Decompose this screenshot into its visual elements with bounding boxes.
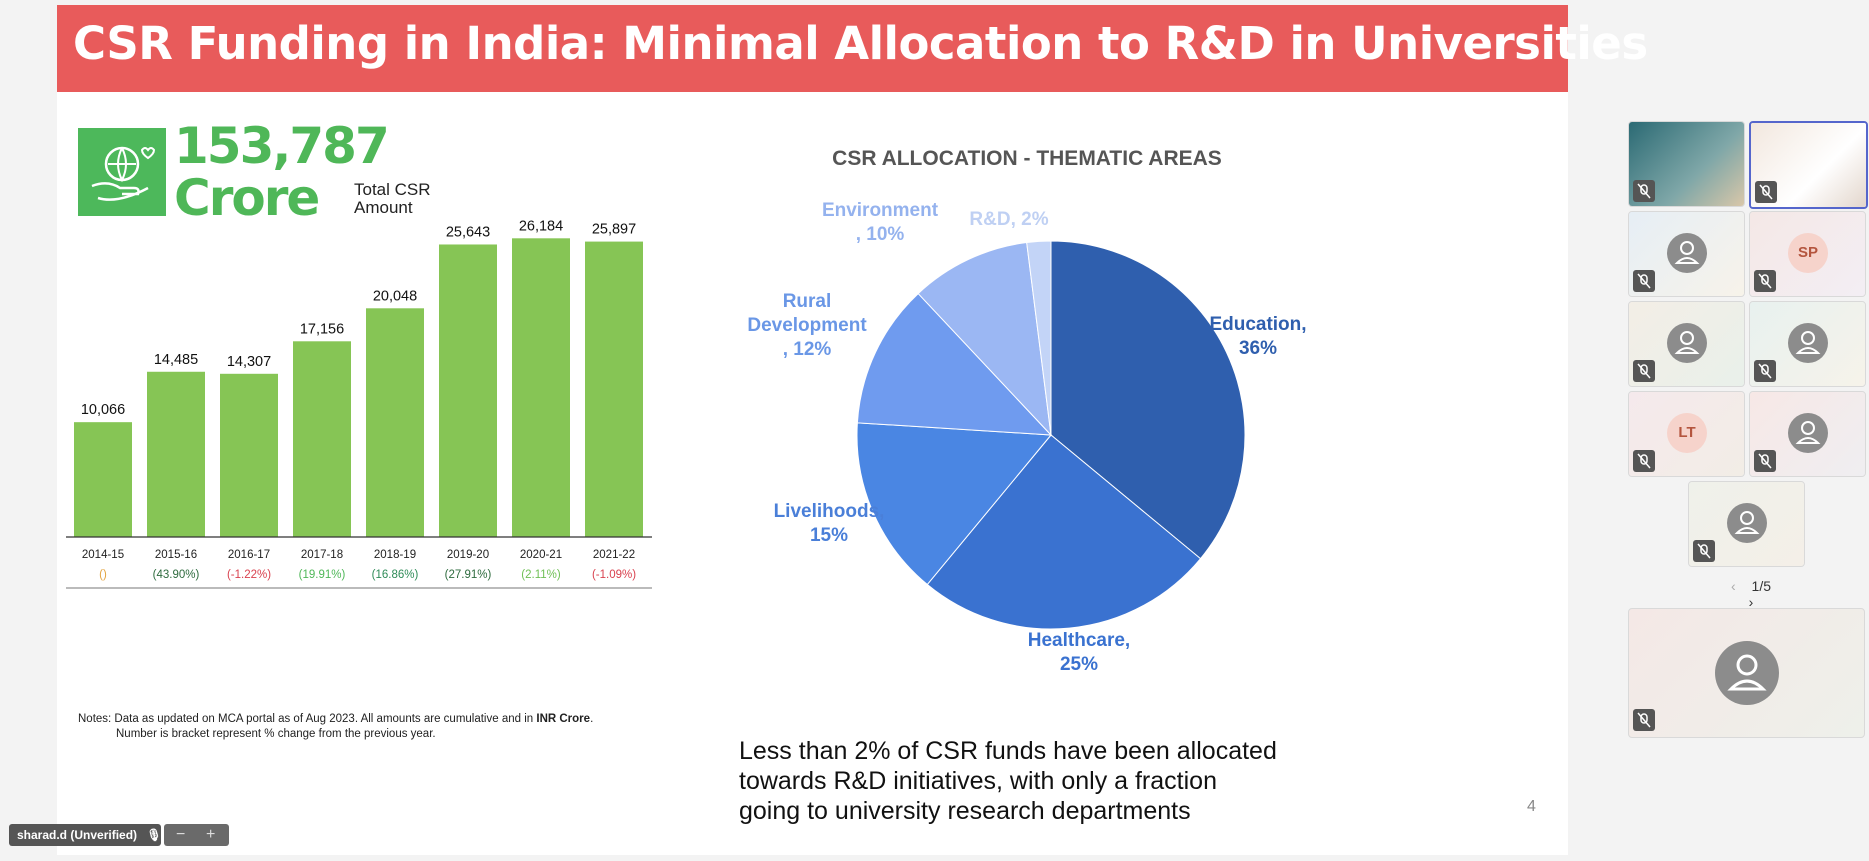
muted-mic-icon: [1633, 270, 1655, 292]
x-tick-label: 2018-19: [374, 549, 416, 561]
self-name: sharad.d (Unverified): [17, 828, 138, 842]
x-tick-label: 2019-20: [447, 549, 489, 561]
bar-2019-20: [439, 244, 497, 537]
zoom-control: − +: [164, 824, 229, 846]
bar-chart: 10,066 2014-15 () 14,485 2015-16 (43.90%) 14,3…: [66, 218, 652, 589]
avatar-initials: SP: [1788, 233, 1828, 273]
participant-tile[interactable]: LT: [1628, 391, 1745, 477]
notes-period: .: [590, 713, 594, 725]
participant-tile[interactable]: [1749, 121, 1868, 209]
pct-change-label: (-1.22%): [227, 569, 271, 581]
avatar-icon: [1727, 503, 1767, 543]
slide-caption: Less than 2% of CSR funds have been allo…: [739, 737, 1277, 825]
pie-slice-label: Rural Development, 12%: [747, 291, 867, 360]
bar-2016-17: [220, 373, 278, 537]
pct-change-label: (): [99, 569, 107, 581]
avatar-initials: LT: [1667, 413, 1707, 453]
pie-slice: [917, 241, 1052, 437]
pct-change-label: (43.90%): [153, 569, 200, 581]
pie-title: CSR ALLOCATION - THEMATIC AREAS: [832, 147, 1222, 170]
pct-change-label: (27.91%): [445, 569, 492, 581]
pie-chart: CSR ALLOCATION - THEMATIC AREAS Education…: [747, 147, 1306, 675]
bar-value-label: 14,485: [154, 352, 198, 368]
muted-mic-icon: 🎙: [146, 828, 162, 842]
page-number: 4: [1527, 798, 1536, 815]
pie-slice-label: Environment, 10%: [822, 200, 939, 245]
participant-tile[interactable]: [1628, 121, 1745, 207]
muted-mic-icon: [1755, 181, 1777, 203]
participant-tile[interactable]: [1688, 481, 1805, 567]
participant-pager: ‹ 1/5 ›: [1715, 578, 1787, 610]
pct-change-label: (-1.09%): [592, 569, 636, 581]
avatar-icon: [1788, 413, 1828, 453]
bar-2021-22: [585, 241, 643, 537]
avatar-icon: [1788, 323, 1828, 363]
participant-tile[interactable]: [1749, 301, 1866, 387]
muted-mic-icon: [1754, 270, 1776, 292]
pie-slice: [1026, 240, 1052, 436]
bar-value-label: 10,066: [81, 402, 125, 418]
participant-tile[interactable]: [1749, 391, 1866, 477]
bar-2015-16: [147, 371, 205, 537]
csr-hand-globe-icon: [78, 128, 166, 216]
bar-2018-19: [366, 308, 424, 537]
avatar-icon: [1715, 641, 1779, 705]
x-tick-label: 2014-15: [82, 549, 124, 561]
bar-2017-18: [293, 341, 351, 537]
bar-2014-15: [74, 422, 132, 537]
bar-2020-21: [512, 238, 570, 537]
pct-change-label: (19.91%): [299, 569, 346, 581]
total-csr-label: Total CSR Amount: [354, 180, 431, 217]
participant-tile[interactable]: SP: [1749, 211, 1866, 297]
pie-slice: [856, 422, 1053, 586]
next-page-button[interactable]: ›: [1748, 594, 1754, 610]
muted-mic-icon: [1693, 540, 1715, 562]
muted-mic-icon: [1633, 180, 1655, 202]
prev-page-button[interactable]: ‹: [1730, 578, 1736, 594]
muted-mic-icon: [1754, 360, 1776, 382]
bar-value-label: 20,048: [373, 288, 417, 304]
slide-title: CSR Funding in India: Minimal Allocation…: [73, 17, 1648, 70]
x-tick-label: 2015-16: [155, 549, 197, 561]
self-name-tag: sharad.d (Unverified) 🎙: [9, 824, 162, 846]
avatar-icon: [1667, 323, 1707, 363]
x-tick-label: 2020-21: [520, 549, 562, 561]
bar-value-label: 26,184: [519, 218, 563, 234]
notes-text: Notes: Data as updated on MCA portal as …: [78, 713, 537, 725]
bar-value-label: 25,643: [446, 224, 490, 240]
avatar-icon: [1667, 233, 1707, 273]
pct-change-label: (2.11%): [521, 569, 561, 581]
muted-mic-icon: [1633, 360, 1655, 382]
bar-value-label: 17,156: [300, 321, 344, 337]
pie-slice: [856, 292, 1053, 436]
presentation-slide: CSR Funding in India: Minimal Allocation…: [57, 5, 1648, 855]
self-view-tile[interactable]: [1628, 608, 1865, 738]
bar-value-label: 14,307: [227, 354, 271, 370]
chart-notes: Notes: Data as updated on MCA portal as …: [78, 712, 593, 742]
x-tick-label: 2016-17: [228, 549, 270, 561]
notes-unit: INR Crore: [536, 713, 591, 725]
total-csr-unit: Crore: [174, 169, 320, 227]
participant-tile[interactable]: [1628, 301, 1745, 387]
pie-slice-label: Education, 36%: [1209, 314, 1306, 359]
pie-slice: [1050, 240, 1246, 560]
x-tick-label: 2017-18: [301, 549, 343, 561]
title-bar: CSR Funding in India: Minimal Allocation…: [57, 5, 1648, 92]
pie-slice-label: Healthcare, 25%: [1028, 630, 1130, 675]
pie-slice: [926, 434, 1202, 630]
zoom-out-button[interactable]: −: [176, 826, 186, 843]
pct-change-label: (16.86%): [372, 569, 419, 581]
muted-mic-icon: [1754, 450, 1776, 472]
total-csr-number: 153,787: [174, 117, 390, 175]
participant-tile[interactable]: [1628, 211, 1745, 297]
muted-mic-icon: [1633, 709, 1655, 731]
muted-mic-icon: [1633, 450, 1655, 472]
pie-slice-label: R&D, 2%: [969, 209, 1048, 230]
x-tick-label: 2021-22: [593, 549, 635, 561]
notes-line-2: Number is bracket represent % change fro…: [116, 728, 436, 740]
page-indicator: 1/5: [1751, 578, 1772, 594]
zoom-in-button[interactable]: +: [206, 826, 216, 843]
bar-value-label: 25,897: [592, 222, 636, 238]
pie-slice-label: Livelihoods, 15%: [774, 501, 885, 546]
